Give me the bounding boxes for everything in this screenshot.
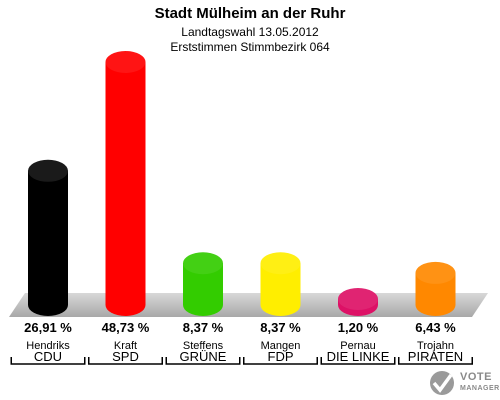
bar-top-fdp xyxy=(260,252,301,275)
bar-top-piraten xyxy=(415,261,456,284)
chart-title: Stadt Mülheim an der Ruhr xyxy=(154,5,346,22)
bar-top-die-linke xyxy=(338,288,378,311)
candidate-label-spd: Kraft xyxy=(114,340,137,352)
chart-subtitle-district: Erststimmen Stimmbezirk 064 xyxy=(170,40,330,54)
party-label-die-linke: DIE LINKE xyxy=(327,349,390,364)
candidate-label-fdp: Mangen xyxy=(261,340,301,352)
logo-text-manager: MANAGER xyxy=(460,385,500,392)
party-underline-fdp xyxy=(243,357,318,365)
bar-body-fdp xyxy=(260,263,301,316)
value-label-cdu: 26,91 % xyxy=(24,320,72,335)
party-underline-piraten xyxy=(398,357,473,365)
value-label-gruene: 8,37 % xyxy=(183,320,224,335)
bar-spd xyxy=(105,51,146,316)
value-label-fdp: 8,37 % xyxy=(260,320,301,335)
bar-top-gruene xyxy=(183,252,223,275)
party-label-piraten: PIRATEN xyxy=(408,349,463,364)
candidate-label-cdu: Hendriks xyxy=(26,340,70,352)
party-underline-spd xyxy=(88,357,163,365)
party-underline-cdu xyxy=(10,357,86,365)
party-label-fdp: FDP xyxy=(268,349,294,364)
candidate-label-gruene: Steffens xyxy=(183,340,224,352)
bar-die-linke xyxy=(338,288,378,316)
candidate-label-piraten: Trojahn xyxy=(417,340,454,352)
vote-manager-logo xyxy=(430,371,454,395)
bar-body-spd xyxy=(105,62,146,316)
bar-top-cdu xyxy=(28,159,68,182)
party-label-cdu: CDU xyxy=(34,349,62,364)
bar-piraten xyxy=(415,261,456,316)
logo-text-vote: VOTE xyxy=(460,371,492,383)
value-label-die-linke: 1,20 % xyxy=(338,320,379,335)
bar-gruene xyxy=(183,252,223,316)
bar-body-cdu xyxy=(28,170,68,316)
candidate-label-die-linke: Pernau xyxy=(340,340,375,352)
party-label-spd: SPD xyxy=(112,349,139,364)
party-label-gruene: GRÜNE xyxy=(180,349,227,364)
value-label-spd: 48,73 % xyxy=(102,320,150,335)
bar-body-piraten xyxy=(415,272,456,316)
value-label-piraten: 6,43 % xyxy=(415,320,456,335)
bar-fdp xyxy=(260,252,301,316)
chart-subtitle-election: Landtagswahl 13.05.2012 xyxy=(181,25,319,39)
bar-top-spd xyxy=(105,51,146,73)
party-underline-die-linke xyxy=(320,357,396,365)
bar-body-gruene xyxy=(183,263,223,316)
party-underline-gruene xyxy=(165,357,241,365)
bar-cdu xyxy=(28,159,68,316)
